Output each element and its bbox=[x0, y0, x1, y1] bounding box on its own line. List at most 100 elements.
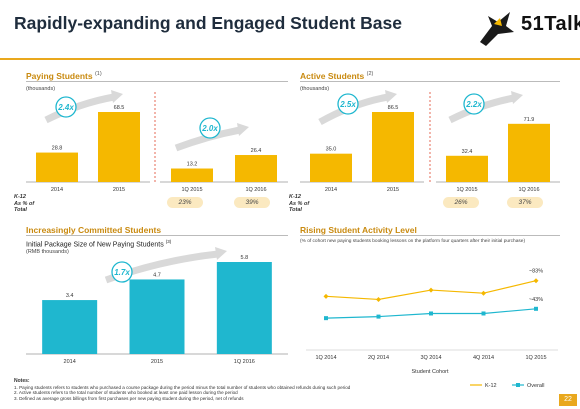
active-annual-category-label: 2014 bbox=[325, 187, 337, 193]
paying-chart: 28.8 2014 68.5 2015 2.4x 13.2 1Q 2015 26.4 1Q 2… bbox=[26, 90, 288, 193]
paying-annual-value-label: 28.8 bbox=[52, 146, 63, 152]
activity-point bbox=[324, 316, 328, 321]
active-annual-badge-text: 2.5x bbox=[339, 100, 356, 109]
paying-quarterly-category-label: 1Q 2016 bbox=[245, 187, 266, 193]
activity-xlabel: Student Cohort bbox=[412, 369, 449, 375]
paying-annual-category-label: 2015 bbox=[113, 187, 125, 193]
legend-overall-label: Overall bbox=[527, 383, 544, 389]
active-quarterly-arrowhead-icon bbox=[511, 91, 523, 104]
active-quarterly-value-label: 32.4 bbox=[462, 149, 473, 155]
paying-quarterly-value-label: 26.4 bbox=[251, 148, 262, 154]
committed-arrowhead-icon bbox=[215, 247, 227, 260]
active-quarterly-category-label: 1Q 2016 bbox=[518, 187, 539, 193]
active-quarterly-bar bbox=[508, 123, 550, 182]
paying-quarterly-value-label: 13.2 bbox=[187, 162, 198, 168]
active-pct-1q2016: 37% bbox=[507, 197, 543, 208]
paying-quarterly-arrowhead-icon bbox=[237, 123, 249, 136]
active-chart: 35.0 2014 86.5 2015 2.5x 32.4 1Q 2015 71.9 1Q 2… bbox=[300, 90, 560, 193]
active-annual-value-label: 35.0 bbox=[326, 147, 337, 153]
active-annual-badge bbox=[337, 93, 359, 115]
paying-annual-badge bbox=[55, 96, 77, 118]
active-section-title: Active Students (2) bbox=[300, 71, 374, 81]
committed-badge bbox=[111, 261, 133, 283]
active-section-rule bbox=[300, 81, 560, 82]
active-annual-value-label: 86.5 bbox=[388, 105, 399, 111]
activity-section-title: Rising Student Activity Level bbox=[300, 225, 417, 235]
activity-point bbox=[481, 290, 486, 296]
activity-tick-label: 1Q 2014 bbox=[315, 355, 336, 361]
active-annual-category-label: 2015 bbox=[387, 187, 399, 193]
note-line: 2. Active students refers to the total n… bbox=[14, 390, 238, 396]
paying-quarterly-badge-text: 2.0x bbox=[201, 124, 218, 133]
committed-value-label: 5.8 bbox=[241, 255, 249, 261]
activity-tick-label: 2Q 2014 bbox=[368, 355, 389, 361]
footnotes: Notes: 1. Paying students refers to stud… bbox=[14, 378, 474, 401]
page-number: 22 bbox=[559, 394, 577, 406]
committed-unit: (RMB thousands) bbox=[26, 249, 69, 255]
activity-point bbox=[481, 311, 486, 316]
activity-point bbox=[428, 287, 434, 293]
activity-subtitle: (% of cohort new paying students booking… bbox=[300, 239, 526, 244]
active-quarterly-badge-text: 2.2x bbox=[465, 100, 482, 109]
activity-section-rule bbox=[300, 235, 560, 236]
active-annual-arrowhead-icon bbox=[385, 90, 397, 103]
committed-chart: 3.4 2014 4.7 2015 5.8 1Q 2016 1.7x bbox=[26, 247, 288, 365]
notes-heading: Notes: bbox=[14, 378, 30, 384]
committed-section-rule bbox=[26, 235, 288, 236]
committed-bar bbox=[42, 300, 98, 354]
paying-pct-1q2015: 23% bbox=[167, 197, 203, 208]
paying-annual-category-label: 2014 bbox=[51, 187, 63, 193]
committed-value-label: 4.7 bbox=[153, 272, 161, 278]
paying-annual-arrowhead-icon bbox=[111, 90, 123, 103]
activity-point bbox=[376, 296, 381, 302]
paying-section-rule bbox=[26, 81, 288, 82]
header-rule bbox=[0, 58, 580, 60]
note-line: 3. Defined as average gross billings fro… bbox=[14, 395, 244, 401]
paying-k12-label: K-12 As % of Total bbox=[14, 194, 35, 213]
committed-bar bbox=[129, 279, 185, 354]
note-line: 1. Paying students refers to students wh… bbox=[14, 384, 351, 390]
activity-point bbox=[429, 311, 433, 316]
logo-mark-icon bbox=[480, 12, 514, 46]
committed-section-title: Increasingly Committed Students bbox=[26, 225, 162, 235]
paying-quarterly-category-label: 1Q 2015 bbox=[181, 187, 202, 193]
activity-point bbox=[323, 293, 329, 299]
activity-tick-label: 4Q 2014 bbox=[473, 355, 494, 361]
paying-annual-bar bbox=[36, 152, 78, 182]
active-k12-label: K-12 As % of Total bbox=[289, 194, 310, 213]
active-quarterly-bar bbox=[446, 155, 488, 182]
committed-badge-text: 1.7x bbox=[114, 268, 130, 277]
legend-k12-label: K-12 bbox=[485, 383, 497, 389]
committed-category-label: 2014 bbox=[64, 359, 76, 365]
paying-annual-arrow-icon bbox=[44, 93, 115, 124]
active-quarterly-category-label: 1Q 2015 bbox=[456, 187, 477, 193]
active-annual-bar bbox=[310, 153, 352, 182]
legend-overall-marker bbox=[516, 383, 520, 387]
committed-subtitle: Initial Package Size of New Paying Stude… bbox=[26, 239, 172, 249]
active-annual-bar bbox=[372, 112, 414, 182]
paying-annual-bar bbox=[98, 112, 140, 182]
activity-chart: 1Q 2014 2Q 2014 3Q 2014 4Q 2014 1Q 2015 Stude… bbox=[306, 269, 558, 389]
company-logo: 51Talk bbox=[476, 8, 580, 52]
active-unit: (thousands) bbox=[300, 86, 330, 92]
paying-pct-1q2016: 39% bbox=[234, 197, 270, 208]
committed-value-label: 3.4 bbox=[66, 293, 74, 299]
paying-quarterly-bar bbox=[235, 155, 277, 182]
active-quarterly-value-label: 71.9 bbox=[524, 117, 535, 123]
committed-category-label: 1Q 2016 bbox=[234, 359, 255, 365]
slide-title: Rapidly-expanding and Engaged Student Ba… bbox=[14, 13, 402, 33]
activity-point bbox=[533, 278, 539, 284]
activity-point bbox=[534, 306, 538, 311]
activity-tick-label: 3Q 2014 bbox=[420, 355, 441, 361]
activity-point bbox=[376, 314, 381, 319]
activity-end-label: ~83% bbox=[529, 269, 543, 275]
paying-section-title: Paying Students (1) bbox=[26, 71, 102, 81]
activity-end-label: ~43% bbox=[529, 297, 543, 303]
active-quarterly-badge bbox=[463, 93, 485, 115]
activity-tick-label: 1Q 2015 bbox=[525, 355, 546, 361]
paying-quarterly-badge bbox=[199, 117, 221, 139]
paying-annual-badge-text: 2.4x bbox=[57, 103, 74, 112]
paying-unit: (thousands) bbox=[26, 86, 56, 92]
committed-bar bbox=[216, 262, 272, 354]
logo-text: 51Talk bbox=[521, 13, 580, 35]
